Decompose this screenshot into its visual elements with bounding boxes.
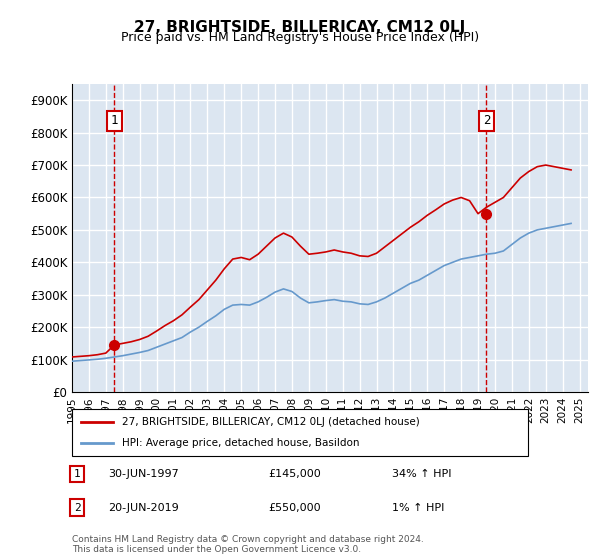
Text: 2: 2 bbox=[74, 502, 80, 512]
Text: HPI: Average price, detached house, Basildon: HPI: Average price, detached house, Basi… bbox=[122, 438, 359, 448]
Text: 34% ↑ HPI: 34% ↑ HPI bbox=[392, 469, 451, 479]
Text: 1: 1 bbox=[110, 114, 118, 128]
Text: 2: 2 bbox=[483, 114, 490, 128]
Text: £145,000: £145,000 bbox=[268, 469, 321, 479]
Text: 1% ↑ HPI: 1% ↑ HPI bbox=[392, 502, 444, 512]
Text: Contains HM Land Registry data © Crown copyright and database right 2024.
This d: Contains HM Land Registry data © Crown c… bbox=[72, 535, 424, 554]
Text: 1: 1 bbox=[74, 469, 80, 479]
Text: 30-JUN-1997: 30-JUN-1997 bbox=[108, 469, 179, 479]
FancyBboxPatch shape bbox=[72, 409, 528, 456]
Text: Price paid vs. HM Land Registry's House Price Index (HPI): Price paid vs. HM Land Registry's House … bbox=[121, 31, 479, 44]
Text: 27, BRIGHTSIDE, BILLERICAY, CM12 0LJ: 27, BRIGHTSIDE, BILLERICAY, CM12 0LJ bbox=[134, 20, 466, 35]
Text: 20-JUN-2019: 20-JUN-2019 bbox=[108, 502, 179, 512]
Text: £550,000: £550,000 bbox=[268, 502, 321, 512]
Text: 27, BRIGHTSIDE, BILLERICAY, CM12 0LJ (detached house): 27, BRIGHTSIDE, BILLERICAY, CM12 0LJ (de… bbox=[122, 417, 420, 427]
